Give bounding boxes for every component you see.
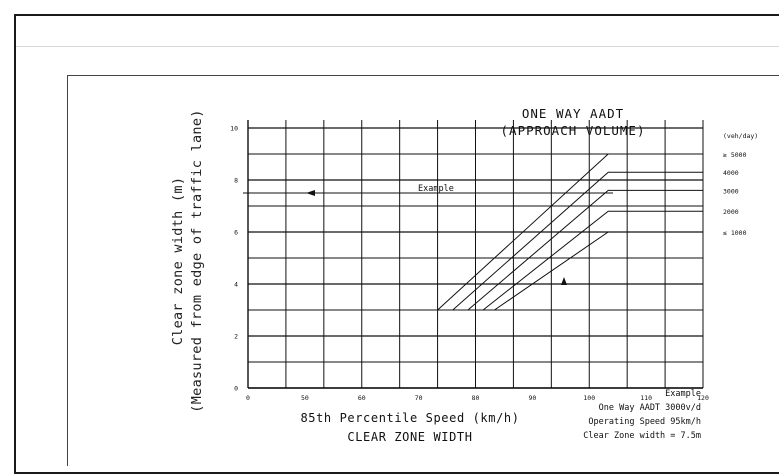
legend-entry-4: ≤ 1000 xyxy=(723,229,747,237)
x-tick-label: 100 xyxy=(583,394,595,402)
example-note-2: One Way AADT 3000v/d xyxy=(599,403,701,413)
legend-unit: (veh/day) xyxy=(723,132,758,140)
y-tick-label: 8 xyxy=(234,177,238,185)
chart-figure: 0 50 60 70 80 90 100 110 120 0 2 4 6 8 10 ≥ 5000 4000 30… xyxy=(67,75,779,466)
x-tick-label: 0 xyxy=(246,394,250,402)
y-tick-label: 2 xyxy=(234,333,238,341)
example-note-3: Operating Speed 95km/h xyxy=(588,417,701,427)
example-up-arrow xyxy=(561,277,567,285)
series-line-4 xyxy=(494,231,703,311)
x-tick-label: 80 xyxy=(472,394,480,402)
example-marker-label: Example xyxy=(418,184,454,194)
y-axis-label: Clear zone width (m) xyxy=(170,177,186,346)
series-lines xyxy=(437,153,703,311)
y-axis-label-2: (Measured from edge of traffic lane) xyxy=(189,109,205,412)
legend-title-2: (APPROACH VOLUME) xyxy=(501,123,646,138)
example-left-arrow xyxy=(306,190,315,196)
x-tick-label: 60 xyxy=(358,394,366,402)
legend-entry-2: 3000 xyxy=(723,187,739,195)
series-line-2 xyxy=(467,189,703,311)
series-line-0 xyxy=(437,153,703,311)
example-note-1: Example xyxy=(665,389,701,399)
window-top-bar xyxy=(16,16,779,47)
example-arrows xyxy=(243,190,613,285)
clear-zone-chart: 0 50 60 70 80 90 100 110 120 0 2 4 6 8 10 ≥ 5000 4000 30… xyxy=(170,106,758,444)
x-tick-label: 50 xyxy=(301,394,309,402)
chart-title: CLEAR ZONE WIDTH xyxy=(347,430,472,444)
legend-entry-1: 4000 xyxy=(723,169,739,177)
legend-entry-3: 2000 xyxy=(723,208,739,216)
x-tick-label: 110 xyxy=(640,394,652,402)
legend-title-1: ONE WAY AADT xyxy=(522,106,624,121)
series-line-3 xyxy=(482,210,703,311)
legend: ≥ 5000 4000 3000 2000 ≤ 1000 xyxy=(723,151,747,237)
document-window: 0 50 60 70 80 90 100 110 120 0 2 4 6 8 10 ≥ 5000 4000 30… xyxy=(14,14,779,474)
y-tick-label: 0 xyxy=(234,385,238,393)
grid xyxy=(247,120,704,389)
series-line-1 xyxy=(452,171,703,311)
x-tick-label: 90 xyxy=(528,394,536,402)
y-tick-label: 4 xyxy=(234,281,238,289)
x-tick-label: 70 xyxy=(415,394,423,402)
x-tick-label: 120 xyxy=(697,394,709,402)
tick-labels: 0 50 60 70 80 90 100 110 120 0 2 4 6 8 10 xyxy=(230,125,709,403)
y-tick-label: 10 xyxy=(230,125,238,133)
y-tick-label: 6 xyxy=(234,229,238,237)
legend-entry-0: ≥ 5000 xyxy=(723,151,747,159)
example-note-4: Clear Zone width = 7.5m xyxy=(583,431,701,441)
x-axis-label: 85th Percentile Speed (km/h) xyxy=(300,411,519,425)
